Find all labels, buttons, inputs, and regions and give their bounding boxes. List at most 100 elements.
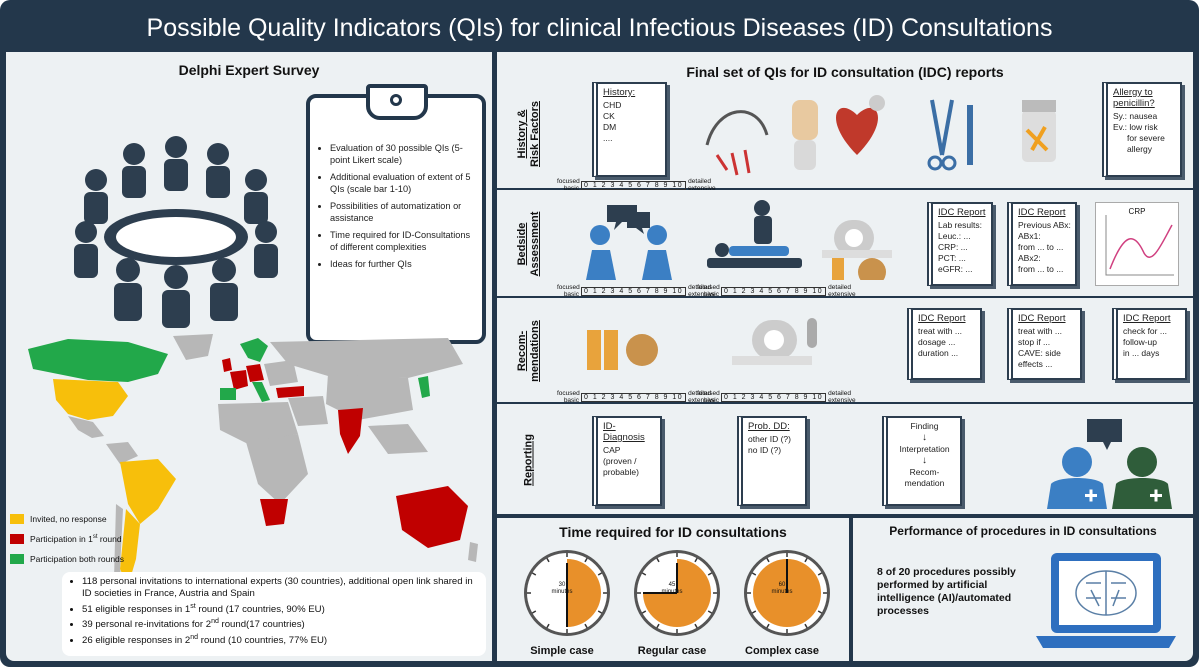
- arrow-down-icon: ↓: [922, 432, 927, 443]
- map-country-uk: [222, 358, 232, 372]
- crp-chart: CRP: [1095, 202, 1179, 286]
- row-label: Recom- mendations: [516, 320, 541, 382]
- map-country-usa: [53, 379, 128, 420]
- meeting-icon: [74, 136, 278, 328]
- idc-report-treatment: IDC Report treat with ... dosage ... dur…: [907, 308, 982, 380]
- stat-item: 26 eligible responses in 2nd round (10 c…: [82, 632, 478, 647]
- person-icon: [74, 136, 278, 328]
- detail-scale: focused basic 0 1 2 3 4 5 6 7 8 9 10 det…: [557, 390, 716, 404]
- flow-finding: Finding: [910, 421, 939, 431]
- map-country-central-africa: [246, 434, 308, 504]
- perf-text: 8 of 20 procedures possibly performed by…: [877, 566, 1016, 617]
- flow-recommendation: Recom- mendation: [904, 467, 945, 488]
- clock-label: Simple case: [530, 645, 594, 657]
- map-country-australia: [396, 486, 468, 548]
- legend-swatch: [10, 534, 24, 544]
- arrow-down-icon: ↓: [922, 455, 927, 466]
- risk-factor-icons: [705, 95, 1056, 176]
- idc-report-lab: IDC Report Lab results: Leuc.: ... CRP: …: [927, 202, 993, 286]
- map-country-se-asia: [368, 424, 428, 454]
- legend-swatch: [10, 554, 24, 564]
- detail-scale: focused basic 0 1 2 3 4 5 6 7 8 9 10 det…: [697, 284, 856, 298]
- clock-inner-label: 45 minutes: [661, 582, 683, 595]
- history-note: History: CHD CK DM ....: [592, 82, 667, 177]
- row-label: Reporting: [522, 434, 535, 486]
- clock-icon: [744, 550, 830, 636]
- flow-interpretation: Interpretation: [899, 444, 950, 454]
- clock-inner-label: 60 minutes: [771, 582, 793, 595]
- criteria-item: Evaluation of 30 possible QIs (5-point L…: [330, 143, 480, 166]
- survey-stats: 118 personal invitations to internationa…: [62, 572, 486, 656]
- map-country-middle-east: [288, 396, 328, 426]
- map-country-china: [326, 374, 413, 420]
- row-label: History & Risk Factors: [516, 100, 541, 168]
- laptop-ai-icon: [1036, 553, 1176, 648]
- delphi-heading: Delphi Expert Survey: [178, 62, 320, 78]
- time-clock: 45 minutes Regular case: [627, 548, 727, 657]
- map-country-argentina: [120, 509, 140, 586]
- crp-label: CRP: [1128, 207, 1146, 216]
- map-country-japan: [418, 376, 430, 398]
- row-reporting: Reporting ID-Diagnosis CAP (proven / pro…: [497, 406, 1193, 514]
- imaging-icon: [732, 318, 817, 365]
- performance-panel: Performance of procedures in ID consulta…: [853, 518, 1193, 661]
- assessment-icons: [586, 200, 892, 280]
- map-country-scandinavia: [240, 338, 268, 362]
- idc-report-follow-up: IDC Report check for ... follow-up in ..…: [1112, 308, 1187, 380]
- row-history: History & Risk Factors History: CHD CK D…: [497, 80, 1193, 192]
- legend-label: Invited, no response: [30, 514, 107, 524]
- medication-bottle-icon: [1022, 100, 1056, 162]
- map-country-chile: [114, 504, 124, 589]
- row-recommendations: Recom- mendations focused basic 0 1 2 3 …: [497, 300, 1193, 404]
- criteria-item: Time required for ID-Consultations of di…: [330, 230, 480, 253]
- time-heading: Time required for ID consultations: [559, 524, 787, 540]
- map-country-greenland: [173, 334, 213, 360]
- brain-icon: [1075, 570, 1137, 616]
- detail-scale: focused basic 0 1 2 3 4 5 6 7 8 9 10 det…: [697, 390, 856, 404]
- map-country-italy: [252, 382, 270, 402]
- time-sector: [567, 559, 601, 627]
- medication-vials-icon: [587, 330, 658, 370]
- map-country-brazil: [120, 459, 176, 524]
- legend-label: Participation both rounds: [30, 554, 125, 564]
- heart-icon: [836, 95, 885, 155]
- map-country-india: [338, 408, 363, 454]
- detail-scale: focused basic 0 1 2 3 4 5 6 7 8 9 10 det…: [557, 284, 716, 298]
- time-panel: Time required for ID consultations 30 mi…: [497, 518, 849, 661]
- clock-label: Regular case: [637, 645, 707, 657]
- recommendation-icons: [587, 318, 817, 370]
- clock-inner-label: 30 minutes: [551, 582, 573, 595]
- criteria-clipboard: Evaluation of 30 possible QIs (5-point L…: [306, 84, 486, 344]
- crp-curve: [1105, 215, 1174, 276]
- catheter-icon: [705, 110, 769, 176]
- criteria-item: Additional evaluation of extent of 5 QIs…: [330, 172, 480, 195]
- knee-prosthesis-icon: [792, 100, 818, 170]
- map-country-new-zealand: [468, 542, 478, 562]
- culture-dish-icon: [832, 258, 886, 280]
- map-country-turkey: [276, 386, 304, 398]
- map-country-colombia: [106, 442, 138, 464]
- stat-item: 118 personal invitations to internationa…: [82, 576, 478, 601]
- map-country-germany: [246, 364, 264, 382]
- perf-heading: Performance of procedures in ID consulta…: [889, 524, 1157, 538]
- differential-diagnosis-note: Prob. DD: other ID (?) no ID (?): [737, 416, 807, 506]
- detail-scale: focused basic 0 1 2 3 4 5 6 7 8 9 10 det…: [557, 178, 716, 192]
- map-country-alaska-canada: [28, 339, 168, 382]
- doctors-icon: [1047, 419, 1172, 509]
- clock-icon: [524, 550, 610, 636]
- page-title: Possible Quality Indicators (QIs) for cl…: [146, 14, 1053, 42]
- map-country-south-africa: [260, 499, 288, 526]
- legend-item-both: Participation both rounds: [10, 554, 124, 564]
- surgical-tools-icon: [927, 99, 973, 171]
- reasoning-flow-note: Finding ↓ Interpretation ↓ Recom- mendat…: [882, 416, 962, 506]
- clock-icon: [634, 550, 720, 636]
- clipboard-clip-icon: [366, 84, 428, 120]
- map-countries: [28, 334, 478, 589]
- clock-label: Complex case: [745, 645, 819, 657]
- legend-swatch: [10, 514, 24, 524]
- legend-label: Participation in 1st round: [30, 534, 122, 544]
- time-clock: 30 minutes Simple case: [517, 548, 617, 657]
- diagnosis-note: ID-Diagnosis CAP (proven / probable): [592, 416, 662, 506]
- delphi-panel: Delphi Expert Survey Evaluation of 30 po…: [6, 52, 492, 661]
- idc-report-side-effects: IDC Report treat with ... stop if ... CA…: [1007, 308, 1082, 380]
